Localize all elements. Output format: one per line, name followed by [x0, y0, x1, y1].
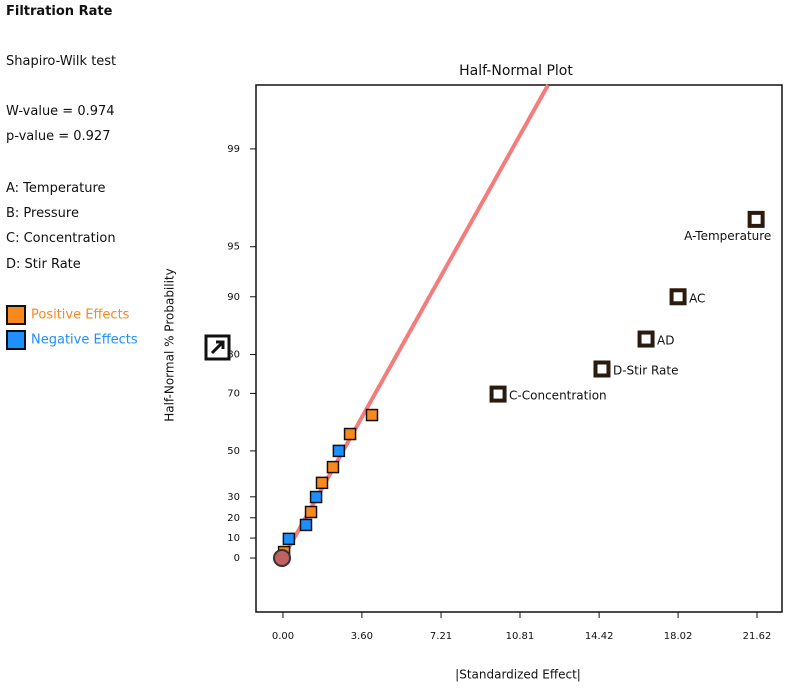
point-label: AC [689, 291, 705, 305]
point-label: A-Temperature [684, 229, 771, 243]
legend-label: Negative Effects [31, 332, 138, 348]
data-point [282, 532, 296, 546]
y-tick-label: 0 [234, 553, 240, 564]
panel-title: Filtration Rate [6, 4, 113, 19]
x-tick-label: 0.00 [272, 631, 294, 642]
y-tick-label: 50 [227, 446, 240, 457]
y-tick-label: 20 [227, 513, 240, 524]
legend-swatch [6, 330, 26, 350]
p-value: p-value = 0.927 [6, 129, 111, 144]
x-tick-label: 14.42 [585, 631, 614, 642]
y-tick-label: 80 [227, 349, 240, 360]
labeled-point [489, 385, 507, 403]
y-tick-label: 70 [227, 388, 240, 399]
labeled-point [747, 210, 765, 228]
test-name: Shapiro-Wilk test [6, 54, 117, 69]
data-point [332, 444, 346, 458]
legend-entry: Positive Effects [6, 305, 129, 325]
factor: C: Concentration [6, 231, 116, 246]
data-point [315, 476, 329, 490]
x-tick-label: 7.21 [430, 631, 452, 642]
point-label: AD [657, 334, 674, 348]
labeled-point [669, 288, 687, 306]
factor: B: Pressure [6, 206, 79, 221]
legend-label: Positive Effects [31, 307, 130, 323]
y-tick-label: 95 [227, 242, 240, 253]
data-point [326, 460, 340, 474]
plot-frame [255, 84, 783, 613]
expand-icon[interactable] [204, 334, 231, 361]
y-tick-label: 90 [227, 292, 240, 303]
legend-entry: Negative Effects [6, 330, 138, 350]
chart-title: Half-Normal Plot [459, 63, 573, 79]
factor: D: Stir Rate [6, 257, 81, 272]
w-value: W-value = 0.974 [6, 104, 115, 119]
x-axis-label: |Standardized Effect| [455, 668, 581, 682]
data-point [299, 518, 313, 532]
y-tick-label: 30 [227, 492, 240, 503]
labeled-point [593, 360, 611, 378]
x-tick-label: 21.62 [743, 631, 772, 642]
y-tick-label: 99 [227, 144, 240, 155]
point-label: C-Concentration [509, 389, 607, 403]
factor: A: Temperature [6, 181, 106, 196]
data-point [343, 427, 357, 441]
y-axis-label: Half-Normal % Probability [163, 268, 177, 422]
legend-swatch [6, 305, 26, 325]
y-tick-label: 10 [227, 533, 240, 544]
point-label: D-Stir Rate [613, 363, 679, 377]
plot-area: A-Temperature AC AD D-Stir Rate C-Concentrat… [277, 84, 771, 560]
icon-arrow[interactable] [210, 340, 225, 355]
x-tick-label: 18.02 [664, 631, 693, 642]
data-point [304, 505, 318, 519]
x-tick-label: 10.81 [506, 631, 535, 642]
x-tick-label: 3.60 [351, 631, 373, 642]
origin-marker [273, 549, 291, 567]
labeled-point [637, 330, 655, 348]
data-point [365, 408, 379, 422]
data-point [309, 490, 323, 504]
